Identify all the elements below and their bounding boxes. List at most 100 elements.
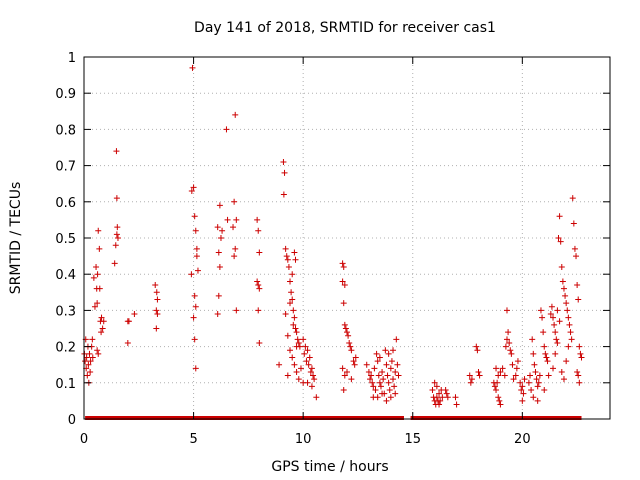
data-point: [341, 321, 348, 328]
data-point: [289, 296, 296, 303]
data-point: [574, 368, 581, 375]
data-point: [99, 325, 106, 332]
data-point: [387, 365, 394, 372]
y-tick-label: 0.1: [55, 377, 76, 392]
data-point: [219, 227, 226, 234]
data-point: [292, 325, 299, 332]
data-point: [295, 376, 302, 383]
data-point: [392, 390, 399, 397]
data-point: [87, 358, 94, 365]
data-point: [231, 253, 238, 260]
data-point: [383, 397, 390, 404]
data-point: [256, 249, 263, 256]
data-point: [502, 343, 509, 350]
data-point: [375, 372, 382, 379]
data-point: [339, 278, 346, 285]
data-point: [192, 365, 199, 372]
data-point: [363, 361, 370, 368]
data-point: [344, 368, 350, 375]
data-point: [467, 379, 474, 386]
data-point: [567, 329, 574, 336]
data-point: [476, 372, 483, 379]
data-point: [214, 224, 221, 231]
data-point: [493, 365, 500, 372]
data-point: [514, 358, 521, 365]
data-point: [540, 329, 547, 336]
data-point: [285, 263, 292, 270]
data-point: [306, 354, 313, 361]
data-point: [131, 311, 138, 318]
data-point: [90, 274, 97, 281]
data-point: [100, 318, 107, 325]
data-point: [94, 347, 101, 354]
data-point: [95, 227, 102, 234]
data-point: [191, 292, 198, 299]
data-point: [89, 354, 96, 361]
data-point: [439, 394, 446, 401]
data-point: [497, 368, 504, 375]
data-point: [288, 289, 295, 296]
data-point: [342, 325, 349, 332]
data-point: [541, 343, 548, 350]
data-point: [311, 376, 318, 383]
data-point: [376, 354, 383, 361]
data-point: [233, 307, 240, 314]
data-point: [231, 198, 238, 205]
x-axis-ticks: 0 5 10 15 20: [80, 57, 531, 447]
x-tick-label: 0: [80, 432, 88, 447]
data-point: [276, 361, 283, 368]
data-point: [190, 314, 197, 321]
data-point: [373, 350, 380, 357]
y-tick-label: 0.8: [55, 123, 76, 138]
data-point: [509, 361, 516, 368]
data-point: [192, 227, 199, 234]
data-point: [370, 383, 377, 390]
data-point: [188, 271, 195, 278]
data-point: [501, 372, 508, 379]
data-point: [344, 329, 350, 336]
data-point: [232, 245, 239, 252]
chart-title: Day 141 of 2018, SRMTID for receiver cas…: [194, 20, 496, 36]
data-point: [554, 307, 561, 314]
data-point: [495, 372, 502, 379]
data-point: [216, 263, 223, 270]
data-point: [575, 296, 582, 303]
y-tick-label: 0.4: [55, 268, 76, 283]
data-point: [293, 329, 300, 336]
data-point: [563, 358, 570, 365]
data-point: [491, 383, 498, 390]
data-point: [224, 216, 231, 223]
data-point: [573, 253, 580, 260]
data-point: [346, 339, 353, 346]
data-point: [552, 329, 559, 336]
data-point: [475, 368, 482, 375]
grid-lines: [84, 57, 610, 419]
x-tick-label: 10: [295, 432, 312, 447]
data-point: [556, 318, 563, 325]
data-point: [578, 354, 585, 361]
data-point: [192, 303, 199, 310]
data-point: [293, 343, 300, 350]
data-point: [308, 365, 315, 372]
data-point: [194, 267, 201, 274]
data-point: [85, 361, 92, 368]
data-point: [291, 361, 298, 368]
data-point: [217, 235, 224, 241]
data-point: [390, 347, 397, 354]
data-point: [98, 329, 105, 336]
y-tick-label: 0.3: [55, 304, 76, 319]
data-point: [292, 256, 299, 263]
data-point: [255, 307, 262, 314]
data-point: [535, 379, 542, 386]
data-point: [570, 220, 577, 227]
y-tick-label: 0.6: [55, 196, 76, 211]
data-point: [348, 347, 355, 354]
data-point: [153, 307, 160, 314]
x-axis-label: GPS time / hours: [271, 459, 388, 475]
data-point: [571, 245, 578, 252]
data-point: [254, 216, 261, 223]
data-point: [304, 379, 311, 386]
data-point: [281, 169, 288, 176]
data-point: [289, 271, 296, 278]
